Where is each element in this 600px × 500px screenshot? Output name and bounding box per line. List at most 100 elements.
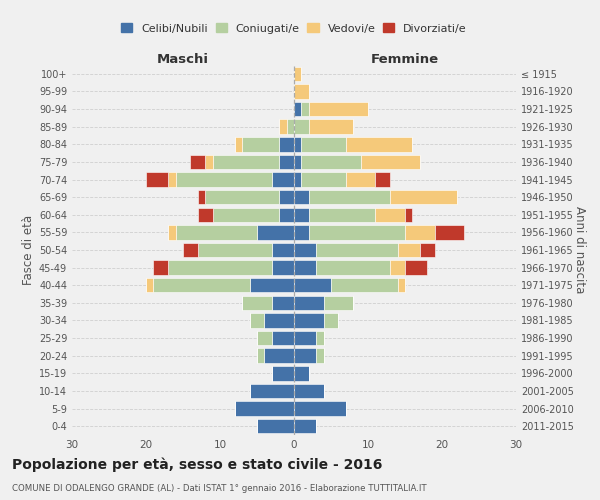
- Bar: [309, 225, 405, 240]
- Bar: [176, 172, 272, 186]
- Bar: [205, 190, 279, 204]
- Bar: [154, 278, 250, 292]
- Bar: [309, 190, 390, 204]
- Bar: [331, 278, 398, 292]
- Bar: [294, 137, 301, 152]
- Bar: [309, 102, 368, 117]
- Bar: [272, 331, 294, 345]
- Bar: [405, 225, 434, 240]
- Bar: [434, 225, 464, 240]
- Bar: [265, 348, 294, 363]
- Bar: [294, 402, 346, 416]
- Bar: [154, 260, 168, 275]
- Bar: [390, 190, 457, 204]
- Bar: [390, 260, 405, 275]
- Bar: [301, 102, 309, 117]
- Bar: [420, 243, 434, 257]
- Bar: [294, 278, 331, 292]
- Bar: [294, 225, 309, 240]
- Bar: [250, 314, 265, 328]
- Bar: [250, 384, 294, 398]
- Bar: [398, 278, 405, 292]
- Bar: [316, 331, 323, 345]
- Bar: [146, 278, 154, 292]
- Bar: [346, 137, 412, 152]
- Bar: [235, 402, 294, 416]
- Legend: Celibi/Nubili, Coniugati/e, Vedovi/e, Divorziati/e: Celibi/Nubili, Coniugati/e, Vedovi/e, Di…: [117, 19, 471, 38]
- Y-axis label: Fasce di età: Fasce di età: [22, 215, 35, 285]
- Bar: [376, 208, 405, 222]
- Bar: [376, 172, 390, 186]
- Bar: [405, 260, 427, 275]
- Bar: [198, 190, 205, 204]
- Bar: [146, 172, 168, 186]
- Bar: [279, 208, 294, 222]
- Bar: [316, 348, 323, 363]
- Bar: [279, 120, 287, 134]
- Bar: [301, 154, 361, 169]
- Bar: [294, 384, 323, 398]
- Bar: [323, 314, 338, 328]
- Bar: [309, 208, 376, 222]
- Text: Maschi: Maschi: [157, 53, 209, 66]
- Bar: [294, 154, 301, 169]
- Bar: [205, 154, 212, 169]
- Bar: [242, 296, 272, 310]
- Text: Femmine: Femmine: [371, 53, 439, 66]
- Bar: [294, 66, 301, 81]
- Bar: [257, 331, 272, 345]
- Bar: [405, 208, 412, 222]
- Bar: [294, 208, 309, 222]
- Text: COMUNE DI ODALENGO GRANDE (AL) - Dati ISTAT 1° gennaio 2016 - Elaborazione TUTTI: COMUNE DI ODALENGO GRANDE (AL) - Dati IS…: [12, 484, 427, 493]
- Bar: [294, 190, 309, 204]
- Bar: [294, 296, 323, 310]
- Text: Popolazione per età, sesso e stato civile - 2016: Popolazione per età, sesso e stato civil…: [12, 458, 382, 472]
- Bar: [279, 137, 294, 152]
- Bar: [279, 154, 294, 169]
- Bar: [272, 296, 294, 310]
- Bar: [398, 243, 420, 257]
- Bar: [257, 225, 294, 240]
- Bar: [272, 172, 294, 186]
- Bar: [294, 243, 316, 257]
- Bar: [294, 120, 309, 134]
- Bar: [294, 260, 316, 275]
- Bar: [346, 172, 376, 186]
- Bar: [272, 366, 294, 380]
- Bar: [265, 314, 294, 328]
- Bar: [316, 260, 390, 275]
- Bar: [323, 296, 353, 310]
- Bar: [168, 225, 176, 240]
- Bar: [242, 137, 279, 152]
- Bar: [212, 154, 279, 169]
- Bar: [183, 243, 198, 257]
- Bar: [198, 243, 272, 257]
- Bar: [235, 137, 242, 152]
- Bar: [168, 172, 176, 186]
- Bar: [272, 260, 294, 275]
- Bar: [279, 190, 294, 204]
- Bar: [257, 348, 265, 363]
- Bar: [294, 366, 309, 380]
- Bar: [294, 84, 309, 98]
- Bar: [294, 172, 301, 186]
- Bar: [294, 102, 301, 117]
- Bar: [287, 120, 294, 134]
- Bar: [316, 243, 398, 257]
- Bar: [294, 314, 323, 328]
- Bar: [294, 348, 316, 363]
- Bar: [257, 419, 294, 434]
- Bar: [301, 137, 346, 152]
- Bar: [176, 225, 257, 240]
- Bar: [198, 208, 212, 222]
- Bar: [168, 260, 272, 275]
- Bar: [272, 243, 294, 257]
- Bar: [294, 331, 316, 345]
- Bar: [361, 154, 420, 169]
- Y-axis label: Anni di nascita: Anni di nascita: [573, 206, 586, 294]
- Bar: [250, 278, 294, 292]
- Bar: [190, 154, 205, 169]
- Bar: [301, 172, 346, 186]
- Bar: [294, 419, 316, 434]
- Bar: [212, 208, 279, 222]
